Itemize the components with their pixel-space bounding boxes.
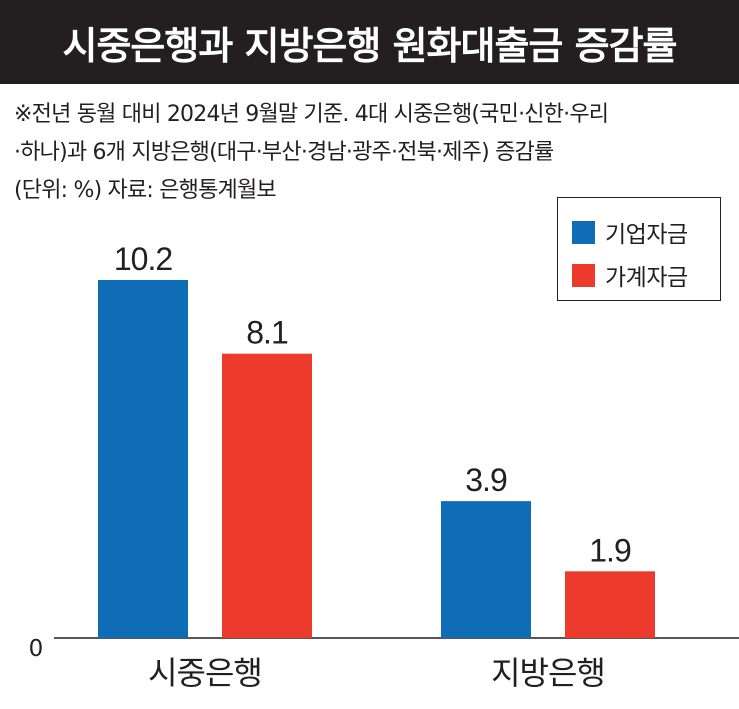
- note-line-3: (단위: %) 자료: 은행통계월보: [14, 178, 277, 203]
- data-label: 8.1: [246, 315, 288, 351]
- legend-item-corporate: 기업자금: [572, 215, 688, 249]
- data-label: 1.9: [589, 532, 631, 568]
- bar: [222, 353, 312, 638]
- bar: [565, 571, 655, 638]
- bar: [441, 501, 531, 638]
- legend-item-household: 가계자금: [572, 258, 688, 292]
- y-tick-label-0: 0: [29, 636, 44, 662]
- legend-swatch-corporate: [572, 220, 595, 244]
- chart-title: 시중은행과 지방은행 원화대출금 증감률: [62, 23, 677, 68]
- legend-label-corporate: 기업자금: [605, 222, 688, 248]
- legend: 기업자금 가계자금: [557, 197, 721, 301]
- data-label: 10.2: [114, 241, 172, 277]
- legend-label-household: 가계자금: [605, 265, 688, 291]
- note-line-2: ·하나)과 6개 지방은행(대구·부산·경남·광주·전북·제주) 증감률: [14, 140, 554, 165]
- note-line-1: ※전년 동월 대비 2024년 9월말 기준. 4대 시중은행(국민·신한·우리: [14, 102, 609, 127]
- x-category-label: 지방은행: [491, 654, 605, 692]
- x-category-label: 시중은행: [148, 654, 262, 692]
- title-bar: 시중은행과 지방은행 원화대출금 증감률: [0, 0, 739, 84]
- bar: [98, 280, 188, 638]
- legend-swatch-household: [572, 263, 595, 287]
- data-label: 3.9: [465, 462, 507, 498]
